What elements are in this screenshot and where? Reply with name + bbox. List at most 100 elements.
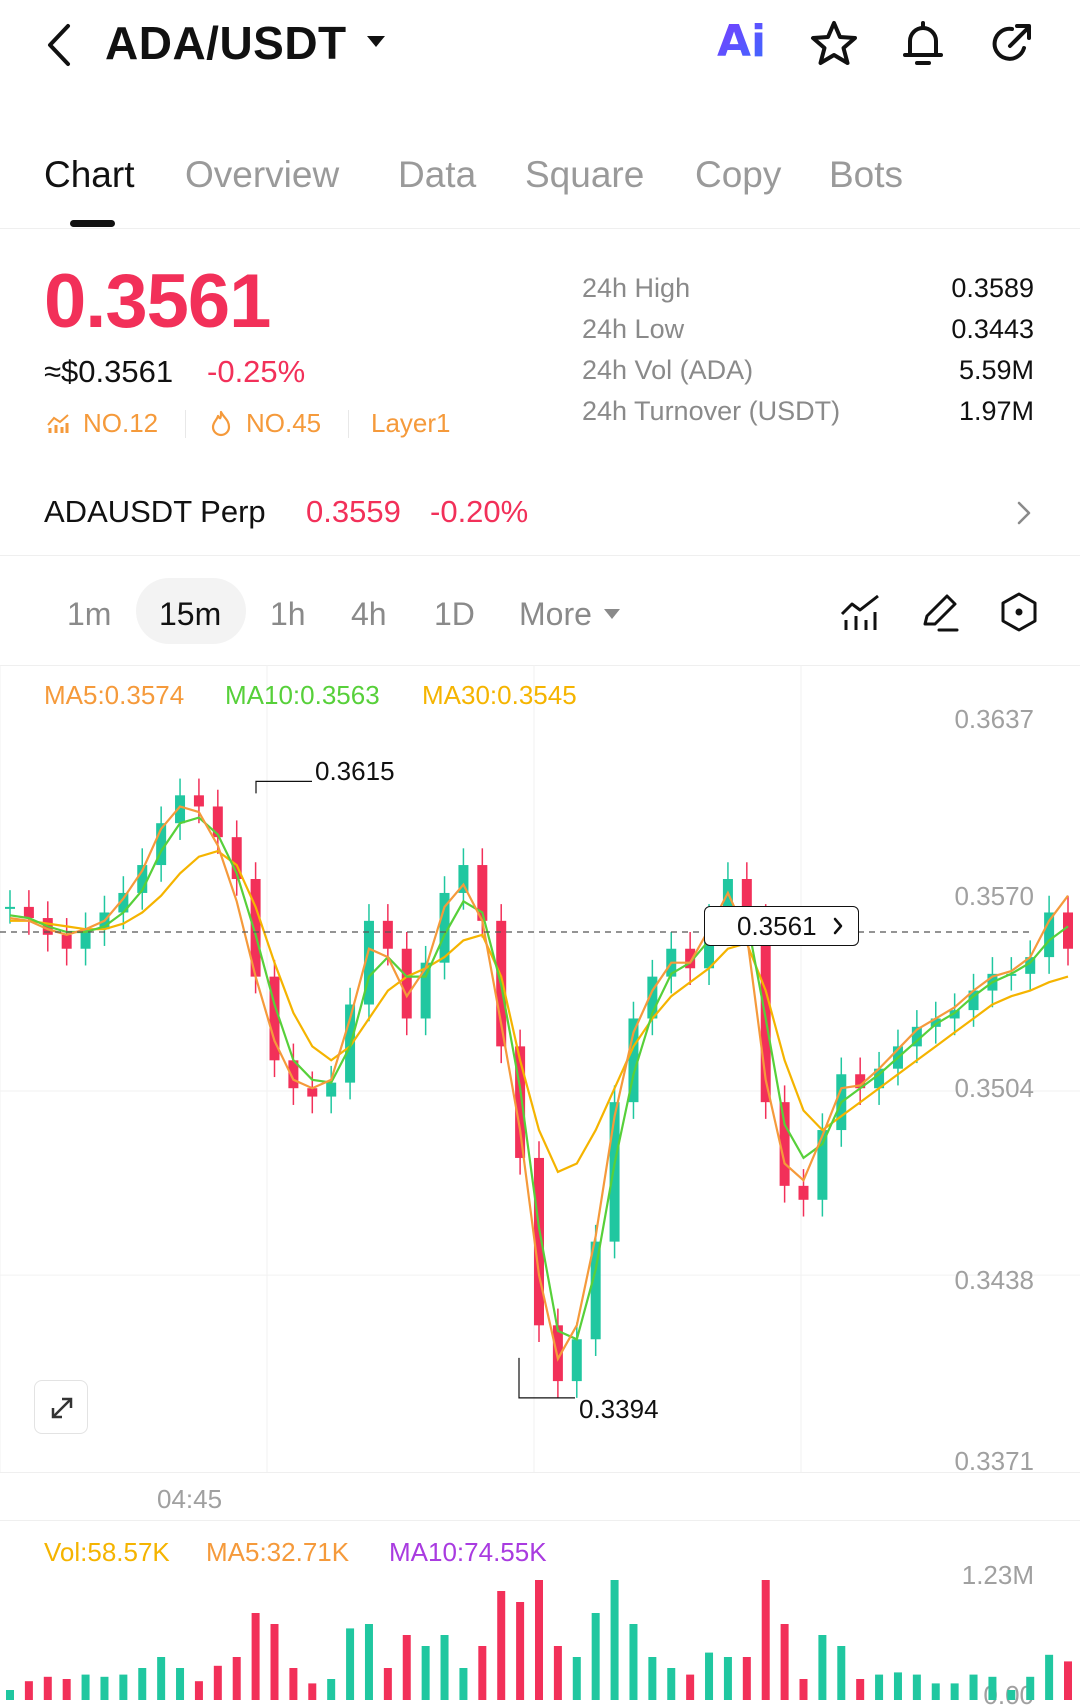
candle-body — [382, 920, 393, 949]
vol-ma10-legend: MA10:74.55K — [389, 1537, 547, 1567]
candle-body — [137, 865, 148, 893]
divider — [0, 1520, 1080, 1521]
volume-bar — [289, 1668, 298, 1700]
volume-bar — [497, 1591, 506, 1700]
candle-body — [798, 1185, 809, 1200]
category-tag[interactable]: Layer1 — [371, 408, 451, 438]
interval-1h[interactable]: 1h — [270, 596, 306, 632]
volume-bar — [610, 1580, 619, 1700]
volume-bar — [232, 1657, 241, 1700]
tab-data[interactable]: Data — [398, 154, 477, 195]
ma30-line — [10, 849, 1069, 1174]
divider — [0, 228, 1080, 229]
volume-bar — [24, 1681, 33, 1700]
volume-bar — [81, 1674, 90, 1700]
interval-1m[interactable]: 1m — [67, 596, 112, 632]
star-icon[interactable] — [808, 18, 860, 70]
interval-1d[interactable]: 1D — [434, 596, 475, 632]
caret-down-icon — [603, 608, 620, 619]
tab-square[interactable]: Square — [525, 154, 645, 195]
volume-bar — [402, 1635, 411, 1700]
popularity-rank[interactable]: NO.45 — [246, 408, 322, 438]
perp-link-row[interactable]: ADAUSDT Perp 0.3559 -0.20% — [44, 490, 1036, 540]
divider — [0, 665, 1080, 666]
volume-bar — [157, 1657, 166, 1700]
candle-body — [571, 1339, 582, 1382]
ai-icon[interactable]: Ai — [717, 16, 767, 67]
volume-bar — [213, 1665, 222, 1700]
draw-icon[interactable] — [917, 590, 961, 634]
tab-overview[interactable]: Overview — [185, 154, 340, 195]
perp-change-percent: -0.20% — [430, 494, 529, 529]
volume-bar — [912, 1674, 921, 1700]
vol-ma5-legend: MA5:32.71K — [206, 1537, 350, 1567]
vol-legend: Vol:58.57K — [44, 1537, 170, 1567]
candle-body — [250, 879, 261, 977]
market-cap-rank[interactable]: NO.12 — [83, 408, 159, 438]
current-price-tag[interactable]: 0.3561 — [704, 906, 859, 946]
candle-body — [911, 1026, 922, 1047]
stat-vol-value: 5.59M — [958, 355, 1034, 385]
pair-dropdown-icon[interactable] — [367, 36, 385, 47]
volume-bar — [327, 1679, 336, 1700]
chevron-right-icon — [1017, 501, 1031, 525]
volume-bar — [629, 1624, 638, 1700]
candle-body — [156, 823, 167, 866]
candle-body — [949, 1010, 960, 1019]
candle-body — [609, 1102, 620, 1242]
candle-body — [401, 948, 412, 1019]
divider — [0, 1472, 1080, 1473]
pair-title[interactable]: ADA/USDT — [105, 17, 347, 69]
candle-body — [760, 920, 771, 1103]
interval-more[interactable]: More — [519, 596, 620, 633]
candle-body — [439, 892, 450, 963]
candle-body — [647, 976, 658, 1019]
volume-bar — [705, 1652, 714, 1700]
low-price-marker: 0.3394 — [579, 1394, 659, 1424]
fullscreen-button[interactable] — [34, 1380, 88, 1434]
top-bar: ADA/USDT Ai — [0, 0, 1080, 95]
volume-bar — [346, 1628, 355, 1700]
ma10-line — [9, 816, 1069, 1341]
price-change-percent: -0.25% — [207, 354, 306, 389]
volume-bar — [837, 1646, 846, 1700]
volume-bar — [931, 1683, 940, 1700]
flame-icon — [211, 410, 231, 437]
candle-body — [779, 1102, 790, 1186]
volume-bar — [988, 1676, 997, 1700]
settings-hex-icon[interactable] — [997, 590, 1041, 634]
share-icon[interactable] — [986, 18, 1038, 70]
volume-bar — [270, 1624, 279, 1700]
interval-4h[interactable]: 4h — [351, 596, 387, 632]
high-marker-line — [255, 780, 312, 794]
volume-bar — [761, 1580, 770, 1700]
candle-body — [874, 1068, 885, 1089]
indicator-icon[interactable] — [838, 590, 882, 634]
candle-body — [193, 795, 204, 807]
candle-body — [1063, 912, 1073, 949]
candle-body — [552, 1325, 563, 1382]
candle-body — [968, 990, 979, 1011]
candle-body — [326, 1082, 337, 1097]
candle-body — [855, 1074, 866, 1089]
volume-bar — [535, 1580, 543, 1700]
tab-bots[interactable]: Bots — [829, 154, 904, 195]
tab-copy[interactable]: Copy — [695, 154, 782, 195]
candle-body — [628, 1018, 639, 1103]
low-marker-line — [518, 1357, 575, 1399]
candle-body — [307, 1088, 318, 1097]
candle-body — [1044, 912, 1055, 958]
perp-name: ADAUSDT Perp — [44, 494, 266, 529]
stat-low-label: 24h Low — [582, 314, 685, 344]
back-icon[interactable] — [40, 20, 80, 70]
candle-body — [741, 879, 752, 921]
interval-15m[interactable]: 15m — [159, 596, 222, 632]
divider — [0, 555, 1080, 556]
volume-bar — [138, 1668, 147, 1700]
perp-price: 0.3559 — [306, 494, 401, 529]
bell-icon[interactable] — [897, 18, 949, 70]
ma10-legend: MA10:0.3563 — [225, 680, 380, 710]
candle-body — [80, 929, 91, 949]
tab-chart[interactable]: Chart — [44, 154, 135, 195]
candlestick-chart[interactable] — [0, 665, 1080, 1473]
